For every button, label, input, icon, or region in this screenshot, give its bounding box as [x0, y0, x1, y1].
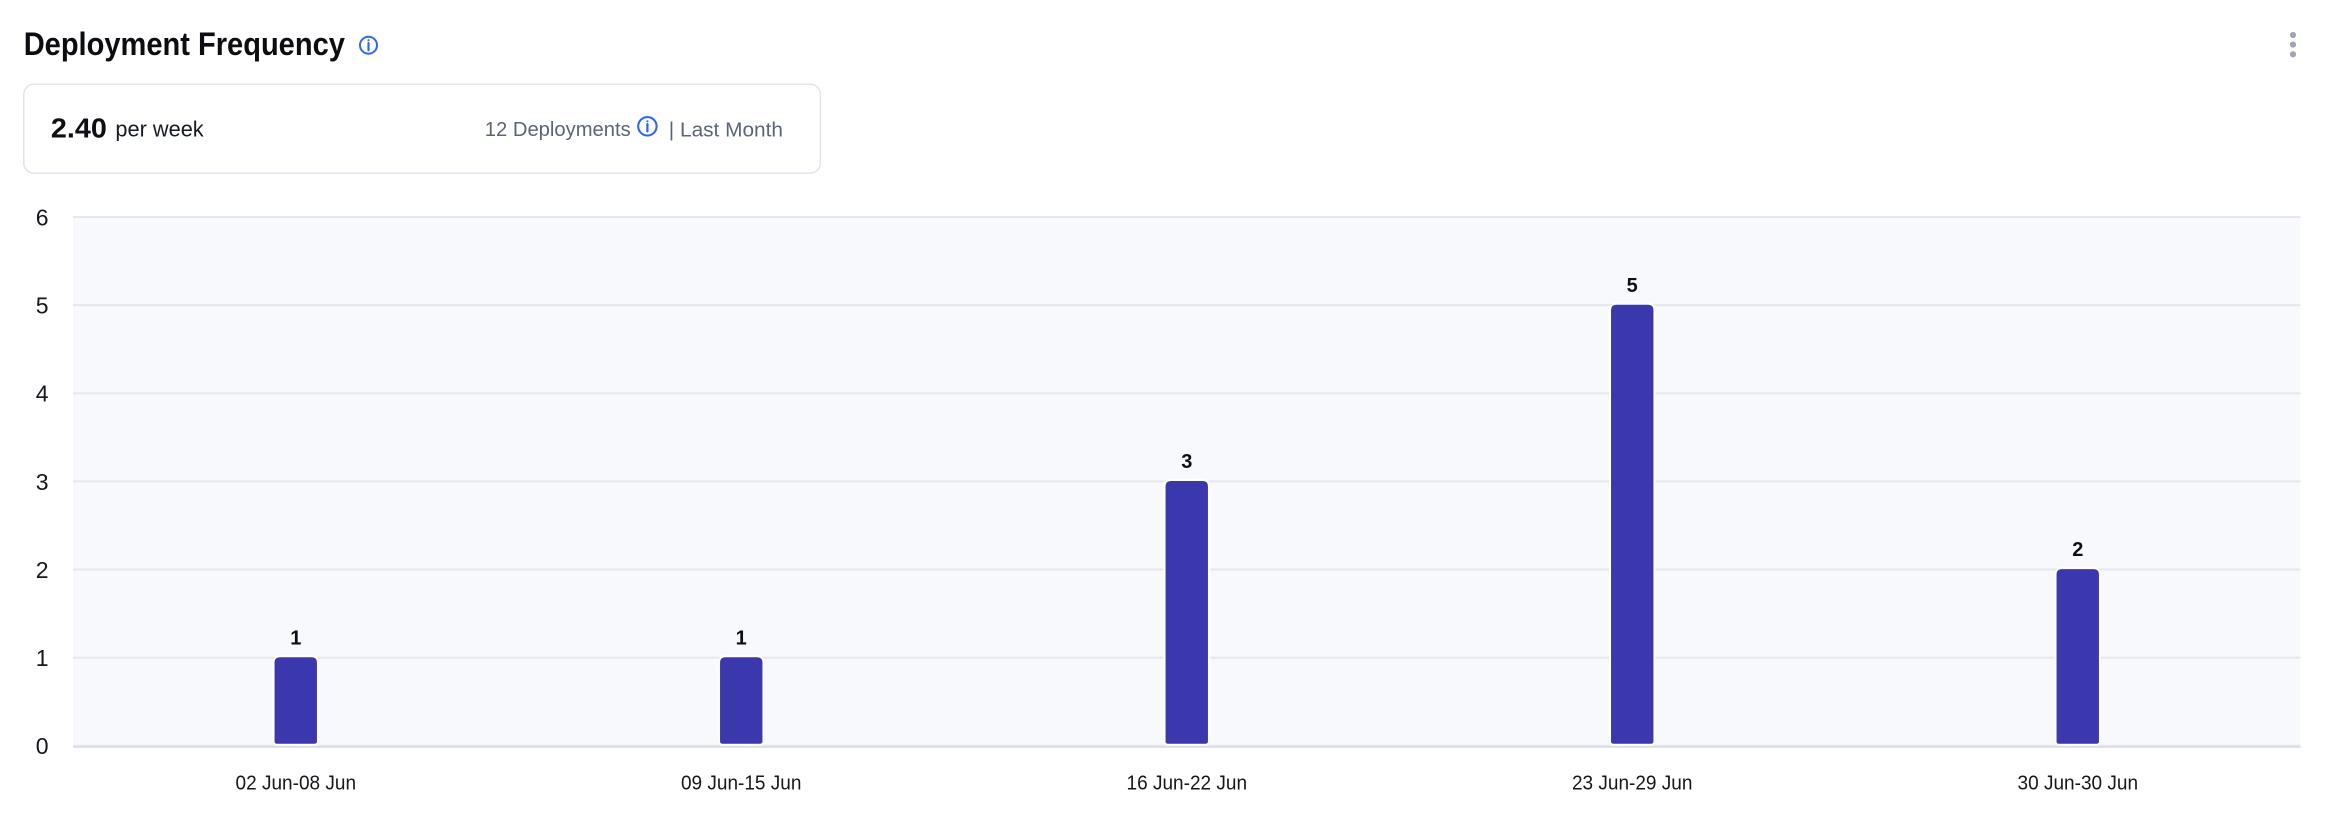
svg-text:Deployment Frequency: Deployment Frequency [24, 26, 345, 62]
svg-text:23 Jun-29 Jun: 23 Jun-29 Jun [1572, 773, 1693, 795]
svg-text:6: 6 [36, 204, 49, 230]
svg-text:1: 1 [736, 627, 747, 649]
svg-text:5: 5 [1627, 275, 1638, 297]
svg-text:0: 0 [36, 733, 49, 759]
svg-text:per week: per week [115, 116, 204, 141]
svg-text:4: 4 [36, 381, 49, 407]
svg-text:3: 3 [1181, 451, 1192, 473]
svg-text:30 Jun-30 Jun: 30 Jun-30 Jun [2018, 773, 2139, 795]
svg-text:| Last Month: | Last Month [669, 119, 783, 141]
svg-text:2: 2 [36, 557, 49, 583]
svg-text:02 Jun-08 Jun: 02 Jun-08 Jun [236, 773, 357, 795]
svg-text:3: 3 [36, 469, 49, 495]
svg-text:09 Jun-15 Jun: 09 Jun-15 Jun [681, 773, 802, 795]
svg-text:2: 2 [2072, 539, 2083, 561]
svg-text:5: 5 [36, 293, 49, 319]
svg-text:1: 1 [36, 645, 49, 671]
svg-text:12 Deployments: 12 Deployments [485, 119, 631, 141]
svg-text:1: 1 [290, 627, 301, 649]
svg-text:2.40: 2.40 [51, 113, 107, 144]
svg-text:16 Jun-22 Jun: 16 Jun-22 Jun [1127, 773, 1248, 795]
